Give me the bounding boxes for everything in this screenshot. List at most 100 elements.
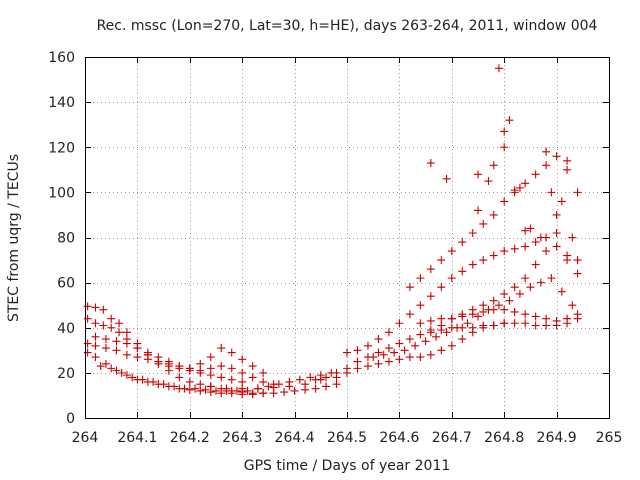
data-point xyxy=(91,332,100,341)
data-point xyxy=(196,380,205,389)
data-point xyxy=(531,170,540,179)
chart-title: Rec. mssc (Lon=270, Lat=30, h=HE), days … xyxy=(97,18,598,34)
data-point xyxy=(259,368,268,377)
data-point xyxy=(91,341,100,350)
data-point xyxy=(437,314,446,323)
data-point xyxy=(227,348,236,357)
data-point xyxy=(83,339,92,348)
axis-ticks-layer xyxy=(85,57,610,419)
data-point xyxy=(426,316,435,325)
data-point xyxy=(185,377,194,386)
x-tick-label: 265 xyxy=(596,430,623,446)
data-point xyxy=(395,339,404,348)
data-point xyxy=(442,174,451,183)
data-point xyxy=(112,346,121,355)
y-tick-label: 40 xyxy=(57,321,75,337)
data-point xyxy=(390,348,399,357)
data-point xyxy=(468,228,477,237)
data-point xyxy=(557,197,566,206)
data-point xyxy=(521,226,530,235)
data-point xyxy=(122,339,131,348)
data-point xyxy=(217,373,226,382)
data-point xyxy=(395,319,404,328)
data-point xyxy=(101,344,110,353)
data-point xyxy=(185,385,194,394)
y-tick-label: 20 xyxy=(57,366,75,382)
data-point xyxy=(531,238,540,247)
x-tick-label: 264 xyxy=(72,430,99,446)
data-point xyxy=(227,389,236,398)
data-point xyxy=(458,335,467,344)
data-point xyxy=(122,350,131,359)
data-point xyxy=(180,384,189,393)
data-point xyxy=(227,364,236,373)
x-axis-label: GPS time / Days of year 2011 xyxy=(244,458,451,474)
data-series xyxy=(474,64,577,242)
data-point xyxy=(83,348,92,357)
data-point xyxy=(274,380,283,389)
data-point xyxy=(206,364,215,373)
data-point xyxy=(458,323,467,332)
y-tick-label: 160 xyxy=(48,50,75,66)
data-point xyxy=(426,350,435,359)
data-point xyxy=(510,319,519,328)
data-point xyxy=(164,357,173,366)
data-point xyxy=(568,301,577,310)
data-point xyxy=(416,319,425,328)
data-point xyxy=(458,238,467,247)
data-point xyxy=(196,386,205,395)
data-point xyxy=(311,384,320,393)
data-point xyxy=(489,321,498,330)
data-point xyxy=(117,368,126,377)
data-point xyxy=(432,332,441,341)
data-point xyxy=(217,362,226,371)
data-series xyxy=(311,228,582,384)
data-point xyxy=(353,346,362,355)
data-point xyxy=(101,359,110,368)
data-point xyxy=(343,364,351,373)
data-point xyxy=(531,321,540,330)
x-tick-label: 264.1 xyxy=(117,430,157,446)
data-point xyxy=(112,337,121,346)
data-point xyxy=(227,375,236,384)
data-point xyxy=(437,256,446,265)
data-point xyxy=(91,303,100,312)
data-series xyxy=(83,339,278,389)
data-point xyxy=(395,355,404,364)
data-point xyxy=(458,267,467,276)
data-point xyxy=(474,312,482,321)
data-point xyxy=(322,382,331,391)
data-point xyxy=(206,382,215,391)
data-point xyxy=(374,335,383,344)
data-point xyxy=(133,344,142,353)
data-point xyxy=(489,161,498,170)
data-point xyxy=(510,283,519,292)
data-point xyxy=(479,307,488,316)
data-point xyxy=(248,373,257,382)
data-series xyxy=(83,302,268,398)
data-point xyxy=(238,377,247,386)
data-point xyxy=(91,319,100,328)
data-point xyxy=(83,314,92,323)
data-point xyxy=(259,389,268,398)
x-tick-labels: 264 264.1 264.2 264.3 264.4 264.5 264.6 264.7 26… xyxy=(72,430,623,446)
data-point xyxy=(217,344,226,353)
grid-layer xyxy=(85,57,609,418)
data-point xyxy=(474,206,482,215)
data-point xyxy=(99,321,108,330)
data-point xyxy=(238,355,247,364)
x-tick-label: 264.2 xyxy=(170,430,210,446)
data-point xyxy=(563,319,572,328)
data-point xyxy=(405,335,414,344)
data-point xyxy=(128,373,137,382)
x-tick-label: 264.7 xyxy=(432,430,472,446)
data-point xyxy=(552,242,561,251)
data-point xyxy=(217,389,226,398)
data-point xyxy=(500,319,509,328)
data-series xyxy=(206,319,509,393)
data-point xyxy=(573,314,582,323)
data-point xyxy=(510,244,519,253)
data-point xyxy=(379,350,388,359)
data-point xyxy=(468,310,477,319)
y-tick-label: 140 xyxy=(48,95,75,111)
